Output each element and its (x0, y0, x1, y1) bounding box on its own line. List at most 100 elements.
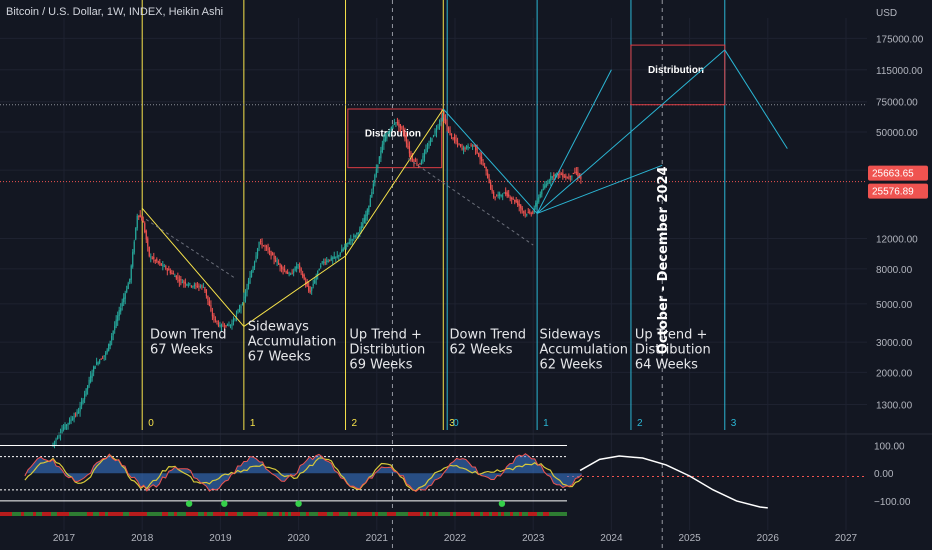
candle-body (377, 164, 379, 168)
strip-cell (174, 512, 177, 516)
candle-body (360, 226, 362, 230)
strip-cell (24, 512, 27, 516)
strip-cell (540, 512, 543, 516)
candle-body (526, 214, 528, 216)
candle-body (425, 149, 427, 153)
candle-body (447, 128, 450, 130)
candle-body (299, 265, 301, 268)
candle-body (387, 132, 389, 134)
strip-cell (456, 512, 459, 516)
strip-cell (489, 512, 492, 516)
candle-body (53, 441, 56, 444)
candle-body (350, 239, 352, 241)
candle-body (329, 259, 331, 261)
phase-label-line: 62 Weeks (450, 342, 513, 357)
candle-body (551, 176, 553, 178)
distribution-label: Distribution (648, 65, 704, 76)
price-tag-bg (868, 183, 928, 199)
candle-body (357, 233, 359, 235)
price-tick-label: 2000.00 (876, 368, 913, 379)
candle-body (117, 315, 119, 321)
strip-cell (204, 512, 207, 516)
candle-body (512, 198, 514, 200)
candle-body (55, 439, 57, 441)
candle-body (268, 250, 271, 252)
candle-body (214, 319, 217, 321)
osc-signal-dot (498, 500, 506, 507)
time-tick-label: 2022 (444, 533, 467, 544)
strip-cell (405, 512, 408, 516)
candle-body (103, 355, 105, 357)
strip-cell (129, 512, 132, 516)
cycle-lines: 0 1 2 30 1 2 3 (0, 0, 867, 550)
candle-body (381, 144, 383, 152)
strip-cell (510, 512, 513, 516)
candle-body (508, 194, 510, 197)
cycle-number: 3 (731, 418, 737, 429)
candle-body (476, 147, 478, 154)
strip-cell (327, 512, 330, 516)
candle-body (138, 215, 140, 217)
candle-body (368, 206, 370, 213)
candle-body (565, 175, 567, 178)
candle-body (344, 246, 346, 249)
candle-body (302, 273, 304, 277)
strip-cell (36, 512, 39, 516)
candle-body (333, 256, 335, 259)
candle-body (264, 245, 266, 247)
candle-body (383, 139, 385, 145)
strip-cell (366, 512, 369, 516)
strip-cell (321, 512, 324, 516)
strip-cell (426, 512, 429, 516)
candle-body (193, 284, 195, 287)
oscillator-pane (0, 433, 932, 516)
strip-cell (522, 512, 525, 516)
candle-body (571, 175, 573, 177)
candle-body (392, 124, 394, 129)
candle-body (279, 263, 281, 268)
candle-body (542, 188, 544, 190)
strip-cell (333, 512, 336, 516)
candle-body (487, 173, 489, 179)
strip-cell (75, 512, 78, 516)
price-tag: 25576.89 (872, 187, 914, 198)
strip-cell (186, 512, 189, 516)
strip-cell (216, 512, 219, 516)
candle-body (87, 385, 89, 390)
strip-cell (117, 512, 120, 516)
strip-cell (450, 512, 453, 516)
candle-body (502, 195, 504, 197)
strip-cell (324, 512, 327, 516)
candle-body (258, 241, 260, 248)
candle-body (172, 273, 174, 275)
candle-body (252, 267, 254, 273)
strip-cell (369, 512, 372, 516)
candle-body (465, 146, 468, 149)
candle-body (133, 241, 135, 253)
strip-cell (291, 512, 294, 516)
time-tick-label: 2019 (209, 533, 232, 544)
strip-cell (279, 512, 282, 516)
candle-body (247, 281, 250, 287)
candle-body (389, 131, 391, 133)
strip-cell (345, 512, 348, 516)
strip-cell (300, 512, 303, 516)
candle-body (204, 286, 206, 291)
candle-body (509, 197, 511, 199)
strip-cell (351, 512, 354, 516)
candle-body (506, 192, 508, 197)
candle-body (210, 305, 212, 312)
candle-body (52, 443, 54, 446)
candle-body (238, 308, 241, 311)
candle-body (94, 366, 96, 369)
candle-body (395, 122, 397, 124)
candle-body (464, 147, 466, 149)
candle-body (541, 189, 543, 195)
candle-body (70, 419, 72, 421)
candle-body (496, 195, 498, 197)
candle-body (405, 136, 408, 144)
candle-body (243, 296, 245, 302)
candle-body (539, 193, 541, 197)
candle-body (338, 255, 340, 257)
